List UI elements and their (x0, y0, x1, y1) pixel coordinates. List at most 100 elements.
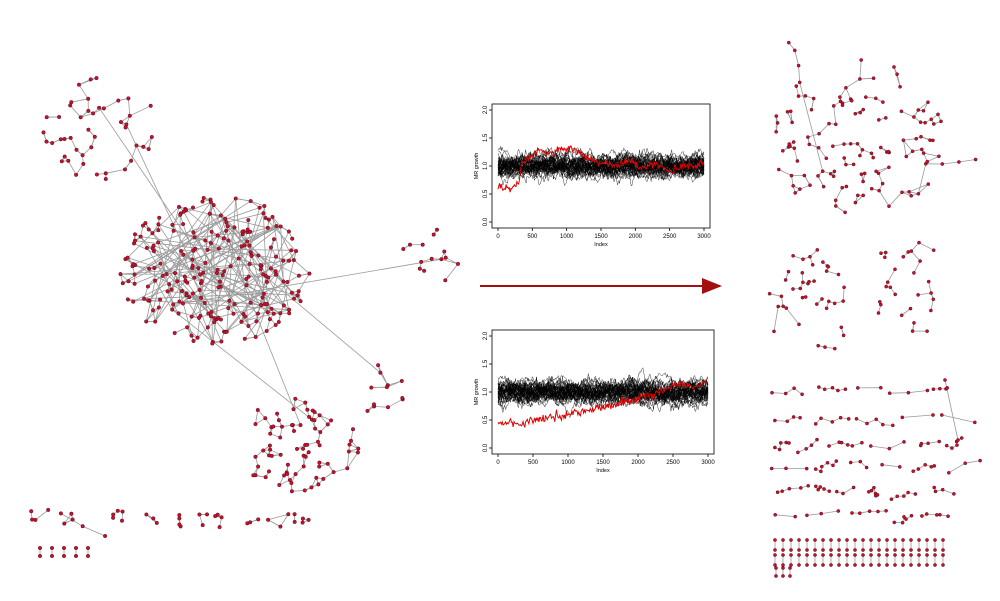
network-node (822, 387, 827, 392)
network-node (904, 517, 908, 521)
network-node (156, 240, 161, 245)
network-edge (143, 269, 218, 300)
network-node (803, 94, 808, 98)
background-series-line (497, 375, 709, 411)
network-node (887, 204, 891, 208)
network-node (205, 247, 210, 252)
network-node (290, 236, 295, 241)
network-node (841, 299, 846, 303)
network-node (351, 427, 356, 432)
network-node (937, 439, 942, 444)
network-node (287, 258, 292, 263)
network-node (828, 171, 833, 176)
network-node (268, 266, 273, 271)
network-node (287, 478, 292, 483)
network-edge (918, 101, 929, 111)
network-node (190, 205, 195, 210)
y-tick-label: 1.0 (483, 161, 489, 170)
network-node (925, 563, 929, 567)
network-edge (293, 402, 306, 410)
network-edge (774, 420, 788, 422)
network-edge (901, 110, 915, 118)
network-node (815, 437, 819, 442)
network-edge (958, 159, 976, 163)
network-node (874, 417, 879, 422)
network-node (813, 422, 818, 426)
network-node (216, 315, 221, 320)
network-node (103, 176, 108, 181)
network-node (798, 286, 803, 291)
x-tick-label: 1000 (561, 460, 575, 466)
network-edge (928, 441, 940, 444)
network-node (170, 307, 175, 312)
network-node (839, 325, 844, 330)
y-tick-label: 2.0 (483, 105, 489, 114)
network-node (932, 485, 937, 490)
network-node (431, 232, 436, 237)
network-edge (821, 510, 839, 514)
network-node (62, 136, 67, 141)
network-node (325, 461, 330, 466)
network-node (926, 100, 930, 104)
network-node (781, 148, 785, 153)
network-node (837, 553, 841, 557)
network-node (224, 228, 229, 233)
network-edge (778, 169, 792, 176)
network-node (217, 525, 222, 530)
network-node (904, 154, 909, 159)
network-edge (790, 111, 793, 123)
network-node (880, 181, 885, 186)
network-before (29, 76, 461, 559)
network-node (302, 488, 307, 493)
network-node (281, 258, 286, 263)
x-axis-label: Index (594, 242, 608, 248)
network-node (931, 248, 936, 252)
network-edge (882, 464, 900, 468)
network-node (140, 223, 145, 228)
network-node (265, 225, 270, 230)
network-node (893, 553, 897, 557)
network-node (443, 255, 448, 260)
network-node (38, 554, 43, 559)
network-node (841, 333, 846, 338)
network-node (931, 413, 935, 417)
network-node (256, 253, 261, 258)
network-node (88, 77, 93, 82)
network-node (773, 418, 777, 423)
network-node (291, 407, 296, 412)
network-edge (320, 420, 332, 433)
network-node (906, 490, 910, 495)
network-node (267, 443, 272, 448)
network-node (955, 443, 959, 447)
network-node (248, 300, 253, 305)
network-node (259, 303, 264, 308)
network-node (917, 563, 921, 567)
network-edge (878, 173, 883, 184)
network-node (864, 465, 869, 470)
network-node (212, 320, 217, 325)
network-node (156, 228, 161, 233)
x-tick-label: 2500 (666, 460, 680, 466)
network-node (165, 289, 170, 294)
network-node (886, 149, 891, 154)
network-node (807, 279, 811, 284)
network-node (386, 405, 391, 410)
network-node (831, 174, 836, 179)
network-edge (941, 414, 975, 423)
network-node (285, 471, 290, 476)
network-node (947, 470, 951, 475)
network-node (210, 341, 215, 346)
network-node (73, 546, 78, 551)
network-node (799, 486, 803, 490)
network-node (805, 563, 809, 567)
network-node (900, 415, 905, 420)
network-node (856, 386, 860, 390)
network-node (30, 517, 35, 522)
network-edge (911, 242, 920, 252)
background-series-line (497, 150, 705, 178)
network-node (869, 553, 873, 557)
network-node (821, 260, 825, 264)
network-node (156, 222, 161, 227)
network-node (941, 553, 945, 557)
network-node (211, 203, 216, 208)
